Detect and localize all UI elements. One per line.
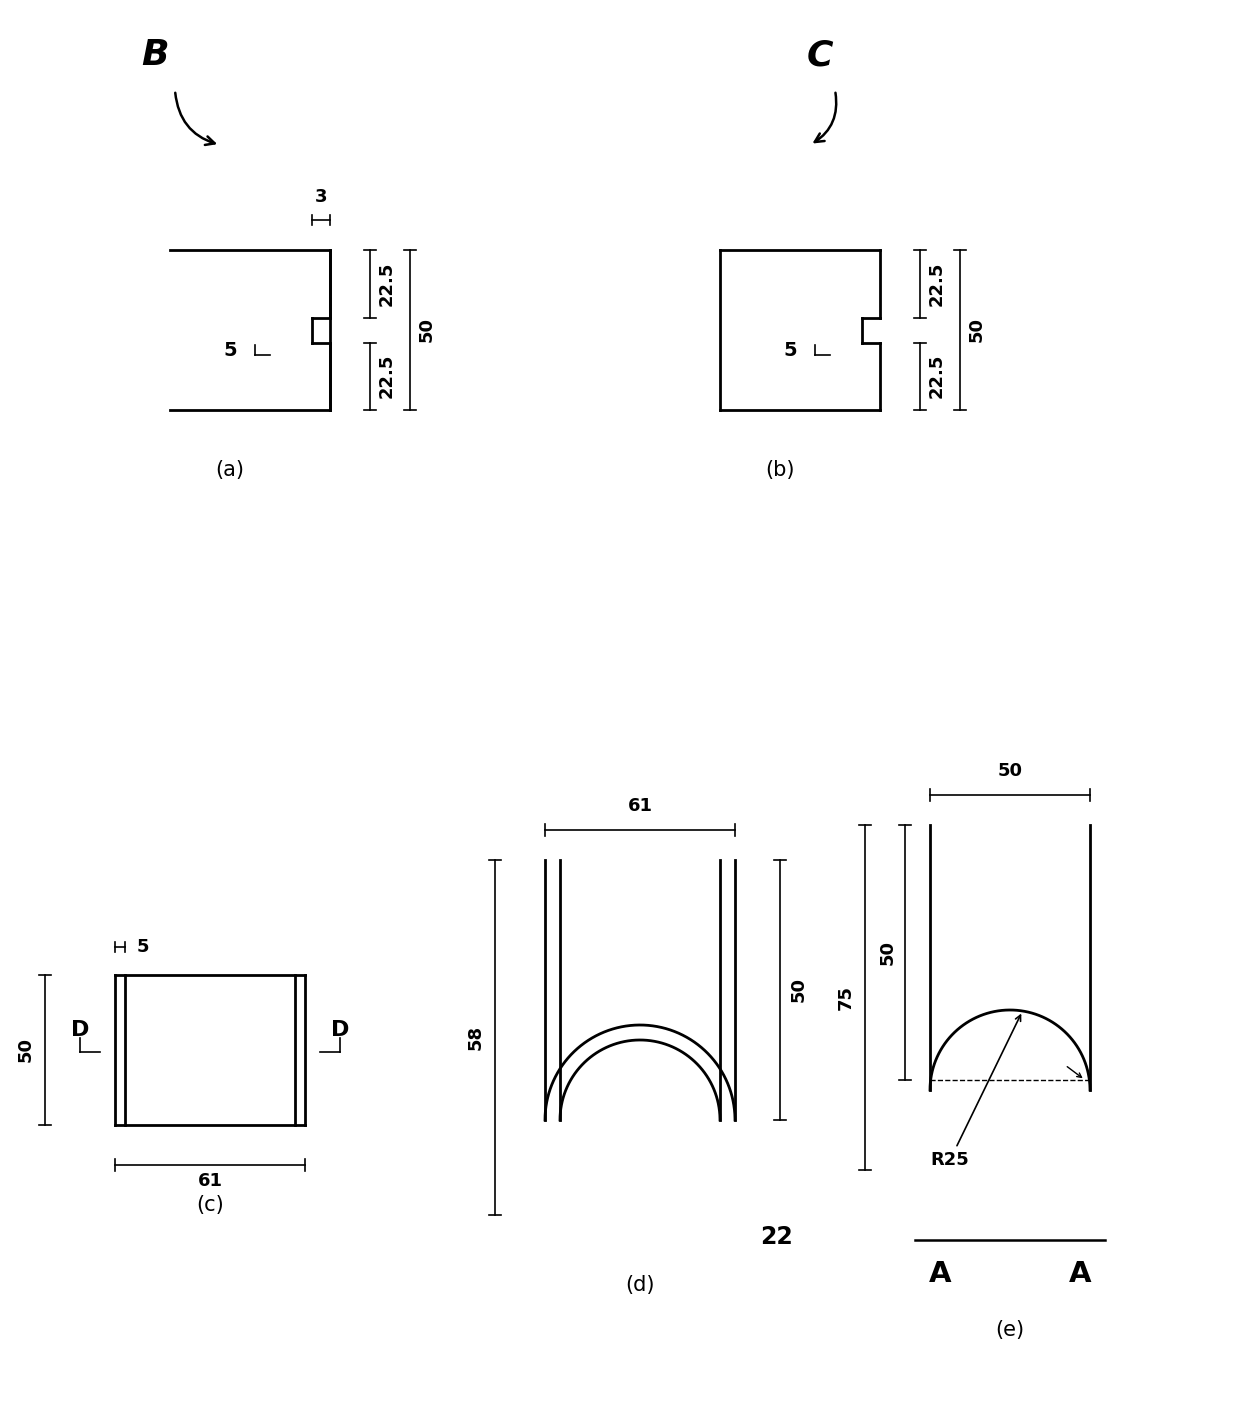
FancyArrowPatch shape [815, 93, 836, 143]
Text: A: A [1069, 1261, 1091, 1288]
Text: 22.5: 22.5 [928, 261, 946, 307]
Text: (d): (d) [625, 1275, 655, 1295]
Text: (e): (e) [996, 1320, 1024, 1340]
Text: 61: 61 [197, 1172, 222, 1191]
Text: 50: 50 [879, 940, 897, 965]
Text: 3: 3 [315, 188, 327, 205]
Text: R25: R25 [931, 1015, 1021, 1169]
Text: 50: 50 [968, 318, 986, 342]
Text: 22.5: 22.5 [928, 354, 946, 398]
Text: 58: 58 [467, 1025, 485, 1050]
Text: 22: 22 [760, 1225, 792, 1249]
Text: 5: 5 [784, 341, 797, 359]
Text: A: A [929, 1261, 951, 1288]
Text: 5: 5 [223, 341, 237, 359]
Text: 50: 50 [17, 1038, 35, 1062]
Text: 61: 61 [627, 797, 652, 816]
Text: B: B [141, 39, 169, 71]
Text: 22.5: 22.5 [378, 261, 396, 307]
Text: 50: 50 [997, 761, 1023, 780]
Text: (b): (b) [765, 461, 795, 481]
Text: (a): (a) [216, 461, 244, 481]
Text: 50: 50 [418, 318, 436, 342]
Text: C: C [807, 39, 833, 71]
Text: D: D [71, 1020, 89, 1040]
Text: 22.5: 22.5 [378, 354, 396, 398]
Text: D: D [331, 1020, 350, 1040]
FancyArrowPatch shape [175, 93, 215, 145]
Text: 5: 5 [136, 938, 149, 955]
Text: 75: 75 [837, 985, 856, 1010]
Text: 50: 50 [790, 977, 808, 1002]
Text: (c): (c) [196, 1195, 224, 1215]
